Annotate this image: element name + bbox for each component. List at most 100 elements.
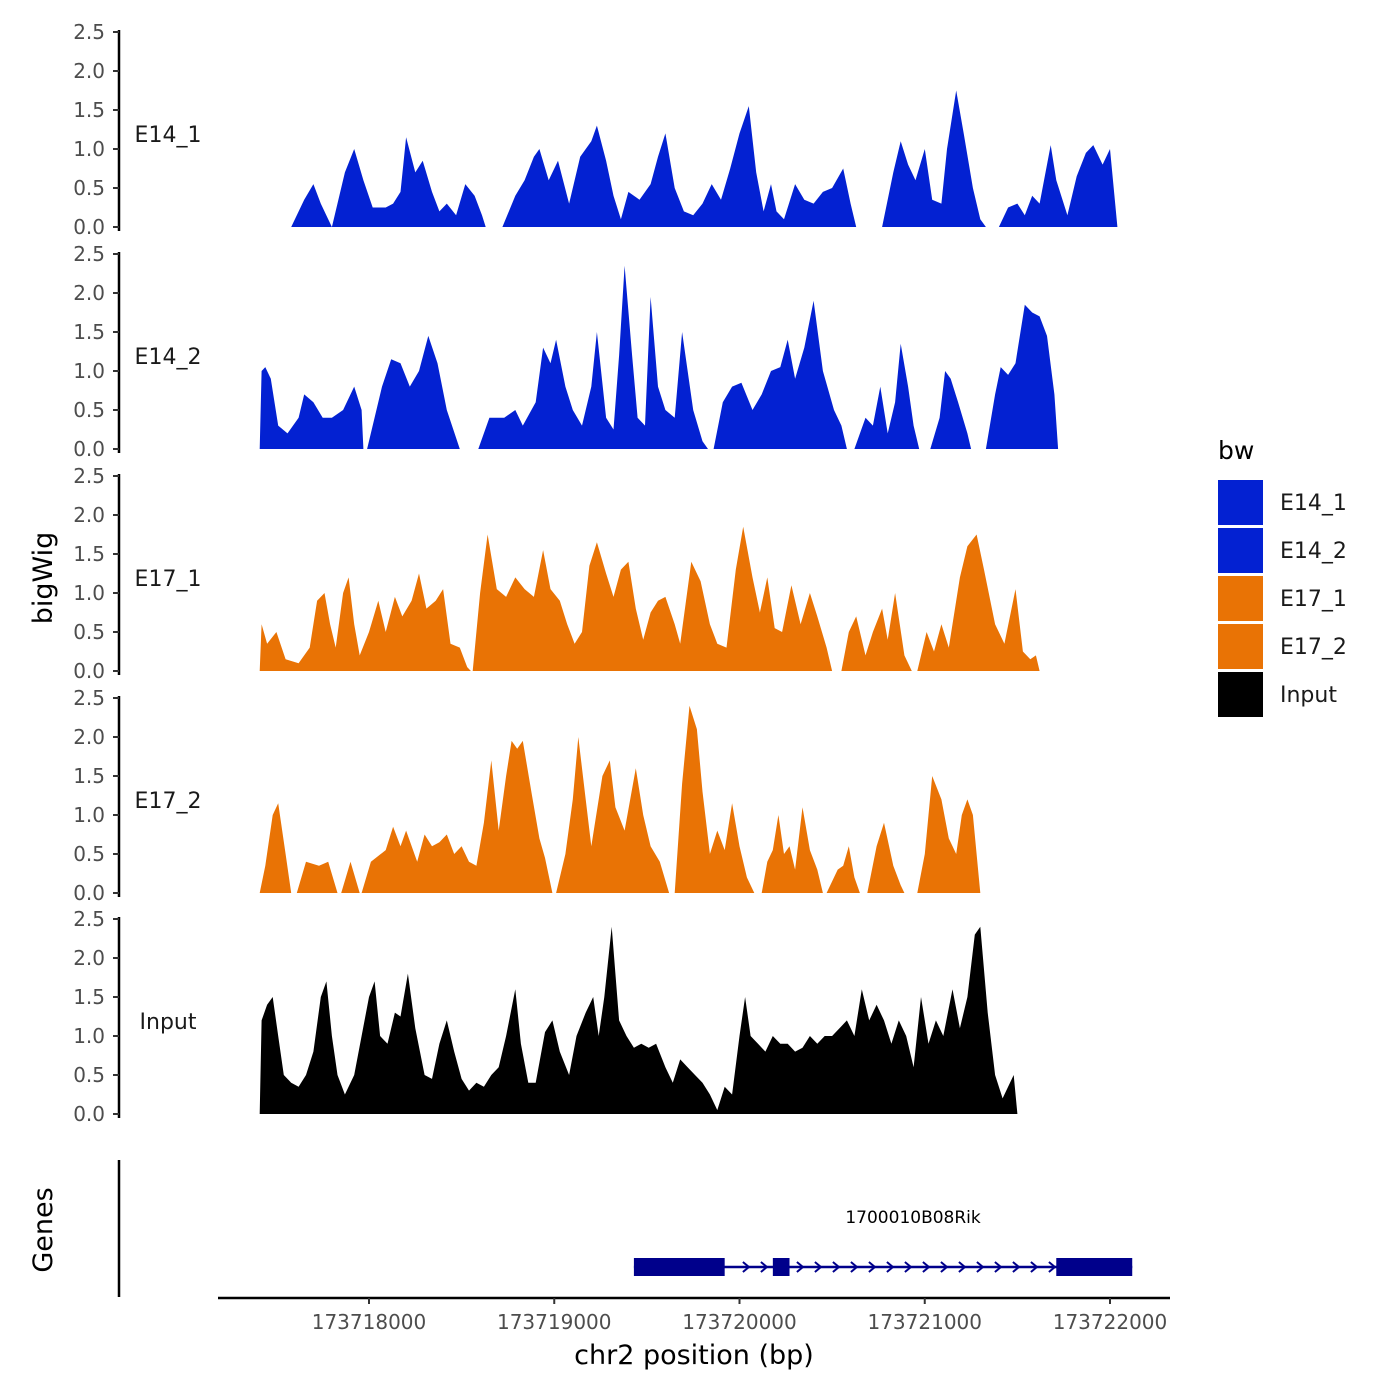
area-E17_1-segment-1: [472, 526, 833, 671]
area-E14_1-segment-0: [291, 137, 486, 227]
strand-arrow: [742, 1261, 751, 1273]
track-label-E17_1: E17_1: [135, 567, 202, 592]
y-tick-label: 2.5: [73, 20, 105, 44]
legend-key-E14_1: [1218, 480, 1263, 525]
y-tick-label: 0.5: [73, 176, 105, 200]
area-E17_2-segment-0: [259, 740, 553, 893]
y-tick-label: 2.0: [73, 725, 105, 749]
y-tick-label: 1.0: [73, 803, 105, 827]
legend-label-E14_2: E14_2: [1280, 539, 1347, 564]
x-tick-label: 173722000: [1053, 1310, 1168, 1334]
area-E17_1-segment-0: [259, 573, 471, 671]
area-E14_1-segment-3: [998, 145, 1118, 227]
gene-label: 1700010B08Rik: [845, 1208, 981, 1228]
area-E14_2-segment-0: [259, 367, 364, 449]
y-tick-label: 2.5: [73, 686, 105, 710]
y-tick-label: 1.0: [73, 137, 105, 161]
area-Input-segment-0: [259, 926, 1018, 1114]
legend-key-Input: [1218, 672, 1263, 717]
strand-arrow: [850, 1261, 859, 1273]
legend-label-E17_2: E17_2: [1280, 635, 1347, 660]
area-E17_2-segment-5: [917, 776, 981, 893]
track-label-E14_1: E14_1: [135, 123, 202, 148]
y-tick-label: 2.0: [73, 503, 105, 527]
y-tick-label: 0.5: [73, 398, 105, 422]
signal-tracks: 0.0 0.5 1.0 1.5 2.0 2.5 E14_1 0.0 0.5 1.0 1.5 2.0 2.…: [73, 20, 1118, 1126]
track-E14_1: 0.0 0.5 1.0 1.5 2.0 2.5 E14_1: [73, 20, 1118, 239]
track-E17_2: 0.0 0.5 1.0 1.5 2.0 2.5 E17_2: [73, 686, 981, 905]
y-axis-title: bigWig: [28, 532, 59, 625]
x-tick-label: 173720000: [682, 1310, 797, 1334]
strand-arrow: [994, 1261, 1003, 1273]
exon-2: [1056, 1258, 1133, 1276]
area-E17_2-segment-3: [826, 846, 860, 893]
legend-label-Input: Input: [1280, 683, 1337, 708]
area-E14_1-segment-1: [502, 106, 857, 227]
y-tick-label: 0.0: [73, 881, 105, 905]
strand-arrow: [886, 1261, 895, 1273]
area-E17_2-segment-1: [556, 705, 755, 893]
strand-arrow: [958, 1261, 967, 1273]
x-tick-label: 173721000: [867, 1310, 982, 1334]
y-tick-label: 2.0: [73, 281, 105, 305]
exon-1: [772, 1258, 790, 1276]
track-Input: 0.0 0.5 1.0 1.5 2.0 2.5 Input: [73, 907, 1018, 1126]
track-E14_2: 0.0 0.5 1.0 1.5 2.0 2.5 E14_2: [73, 242, 1059, 461]
track-E17_1: 0.0 0.5 1.0 1.5 2.0 2.5 E17_1: [73, 464, 1040, 683]
legend-key-E17_1: [1218, 576, 1263, 621]
area-E17_2-segment-2: [761, 807, 823, 893]
y-tick-label: 1.0: [73, 1024, 105, 1048]
y-tick-label: 1.5: [73, 764, 105, 788]
strand-arrow: [922, 1261, 931, 1273]
area-E17_2-segment-4: [867, 822, 905, 893]
area-E14_2-segment-3: [930, 371, 972, 449]
strand-arrow: [868, 1261, 877, 1273]
exon-0: [633, 1258, 725, 1276]
area-E14_2-segment-4: [985, 304, 1059, 449]
y-tick-label: 0.5: [73, 620, 105, 644]
y-tick-label: 0.0: [73, 437, 105, 461]
strand-arrow: [1048, 1261, 1057, 1273]
y-tick-label: 1.0: [73, 359, 105, 383]
genes-panel: 1700010B08Rik: [117, 1160, 1133, 1297]
y-tick-label: 0.0: [73, 1102, 105, 1126]
legend-title: bw: [1218, 436, 1254, 465]
y-tick-label: 1.5: [73, 542, 105, 566]
track-label-E17_2: E17_2: [135, 789, 202, 814]
strand-arrow: [832, 1261, 841, 1273]
legend-key-E14_2: [1218, 528, 1263, 573]
area-E17_1-segment-2: [841, 593, 912, 671]
track-label-E14_2: E14_2: [135, 345, 202, 370]
strand-arrow: [904, 1261, 913, 1273]
y-tick-label: 2.5: [73, 242, 105, 266]
area-E14_2-segment-2: [713, 300, 920, 449]
genes-axis-title: Genes: [28, 1187, 59, 1272]
y-tick-label: 1.5: [73, 985, 105, 1009]
legend: bw E14_1 E14_2 E17_1 E17_2 Input: [1218, 436, 1347, 717]
y-tick-label: 1.5: [73, 320, 105, 344]
area-E14_1-segment-2: [882, 90, 986, 227]
y-tick-label: 2.0: [73, 59, 105, 83]
gene-1700010B08Rik: 1700010B08Rik: [633, 1208, 1133, 1276]
y-tick-label: 2.5: [73, 907, 105, 931]
strand-arrow: [796, 1261, 805, 1273]
x-axis: 173718000 173719000 173720000 173721000 1737…: [218, 1296, 1170, 1334]
y-tick-label: 0.5: [73, 842, 105, 866]
strand-arrow: [1012, 1261, 1021, 1273]
strand-arrow: [1030, 1261, 1039, 1273]
x-tick-label: 173719000: [497, 1310, 612, 1334]
y-tick-label: 1.0: [73, 581, 105, 605]
strand-arrow: [760, 1261, 769, 1273]
track-label-Input: Input: [140, 1010, 197, 1035]
legend-key-E17_2: [1218, 624, 1263, 669]
y-tick-label: 1.5: [73, 98, 105, 122]
area-E14_2-segment-1: [367, 265, 708, 449]
legend-label-E17_1: E17_1: [1280, 587, 1347, 612]
strand-arrow: [814, 1261, 823, 1273]
x-axis-title: chr2 position (bp): [574, 1340, 814, 1371]
area-E17_1-segment-3: [917, 534, 1040, 671]
y-tick-label: 2.5: [73, 464, 105, 488]
y-tick-label: 2.0: [73, 946, 105, 970]
x-tick-label: 173718000: [312, 1310, 427, 1334]
